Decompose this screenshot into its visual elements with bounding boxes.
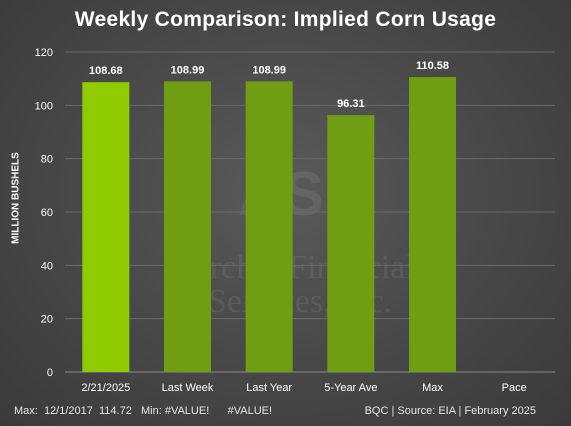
- y-tick-label: 40: [41, 260, 53, 272]
- y-tick-label: 60: [41, 207, 53, 219]
- y-tick-label: 20: [41, 314, 53, 326]
- x-tick-label: Pace: [502, 382, 527, 394]
- bar: [164, 81, 211, 373]
- x-tick-label: 2/21/2025: [81, 382, 130, 394]
- bar: [245, 81, 293, 373]
- footer-source: BQC | Source: EIA | February 2025: [364, 405, 536, 417]
- y-tick-label: 0: [47, 367, 53, 379]
- y-axis-ticks: 0 20 40 60 80 100 120: [35, 47, 53, 379]
- data-label: 108.68: [89, 65, 123, 77]
- bar: [327, 115, 375, 372]
- watermark-line1: Archer Financial: [185, 249, 414, 286]
- x-tick-label: Last Week: [162, 382, 214, 394]
- x-tick-label: 5-Year Ave: [324, 382, 377, 394]
- data-label: 110.58: [416, 60, 449, 72]
- watermark: ASF Archer Financial Services, Inc.: [185, 160, 414, 320]
- gridlines: [65, 51, 555, 373]
- data-label: 108.99: [252, 64, 286, 76]
- data-label: 96.31: [337, 98, 365, 110]
- bars: [82, 77, 456, 373]
- x-axis-ticks: 2/21/2025 Last Week Last Year 5-Year Ave Max…: [81, 382, 526, 394]
- chart-title: Weekly Comparison: Implied Corn Usage: [74, 8, 497, 31]
- footer-min-max: Max: 12/1/2017 114.72 Min: #VALUE! #VALU…: [14, 405, 273, 417]
- bar: [409, 77, 456, 373]
- y-tick-label: 80: [41, 154, 53, 166]
- data-label: 108.99: [171, 64, 205, 76]
- y-tick-label: 120: [35, 47, 53, 59]
- x-tick-label: Last Year: [246, 382, 292, 394]
- x-tick-label: Max: [422, 382, 443, 394]
- bar: [82, 82, 130, 372]
- y-tick-label: 100: [35, 100, 53, 112]
- data-labels: 108.68 108.99 108.99 96.31 110.58: [89, 60, 449, 110]
